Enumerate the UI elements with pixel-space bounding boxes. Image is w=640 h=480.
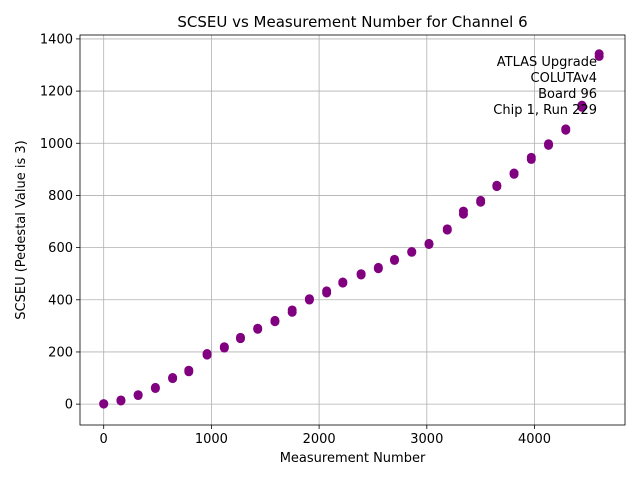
data-point <box>168 373 178 383</box>
data-point <box>219 342 229 352</box>
y-axis-label: SCSEU (Pedestal Value is 3) <box>14 140 29 319</box>
plot-frame <box>79 34 626 426</box>
x-tick-label: 2000 <box>303 432 336 447</box>
annotation-line: Board 96 <box>538 87 597 102</box>
data-point <box>544 139 554 149</box>
data-point <box>356 269 366 279</box>
data-point <box>116 395 126 405</box>
chart-annotation: ATLAS Upgrade COLUTAv4 Board 96 Chip 1, … <box>493 55 597 118</box>
data-point <box>492 180 502 190</box>
data-point <box>509 168 519 178</box>
data-point <box>184 365 194 375</box>
x-axis-label: Measurement Number <box>280 451 426 466</box>
data-point <box>442 224 452 234</box>
x-tick-label: 3000 <box>410 432 443 447</box>
data-point <box>373 262 383 272</box>
data-point <box>150 382 160 392</box>
y-tick-label: 1000 <box>40 137 73 152</box>
annotation-line: COLUTAv4 <box>531 71 597 86</box>
data-point <box>577 100 587 110</box>
data-point <box>304 294 314 304</box>
data-point <box>99 399 109 409</box>
data-point <box>253 323 263 333</box>
data-point <box>202 349 212 359</box>
annotation-line: ATLAS Upgrade <box>497 55 597 70</box>
annotation-line: Chip 1, Run 229 <box>493 103 597 118</box>
data-point <box>458 206 468 216</box>
data-point <box>476 195 486 205</box>
data-point <box>594 49 604 59</box>
data-points <box>99 49 604 409</box>
data-point <box>322 286 332 296</box>
y-axis-ticks: 0 200 400 600 800 1000 1200 1400 <box>40 32 80 413</box>
y-tick-label: 200 <box>48 345 73 360</box>
data-point <box>338 277 348 287</box>
y-tick-label: 1200 <box>40 85 73 100</box>
x-tick-label: 4000 <box>518 432 551 447</box>
data-point <box>235 332 245 342</box>
data-point <box>526 152 536 162</box>
y-tick-label: 400 <box>48 293 73 308</box>
x-axis-ticks: 0 1000 2000 3000 4000 <box>100 425 551 447</box>
data-point <box>390 254 400 264</box>
y-tick-label: 1400 <box>40 32 73 47</box>
data-point <box>424 238 434 248</box>
x-tick-label: 1000 <box>195 432 228 447</box>
y-tick-label: 800 <box>48 189 73 204</box>
data-point <box>407 247 417 257</box>
data-point <box>287 305 297 315</box>
y-tick-label: 600 <box>48 241 73 256</box>
grid-lines <box>80 35 625 425</box>
data-point <box>270 315 280 325</box>
y-tick-label: 0 <box>65 398 73 413</box>
chart-title: SCSEU vs Measurement Number for Channel … <box>177 13 527 31</box>
data-point <box>133 390 143 400</box>
x-tick-label: 0 <box>100 432 108 447</box>
data-point <box>561 124 571 134</box>
